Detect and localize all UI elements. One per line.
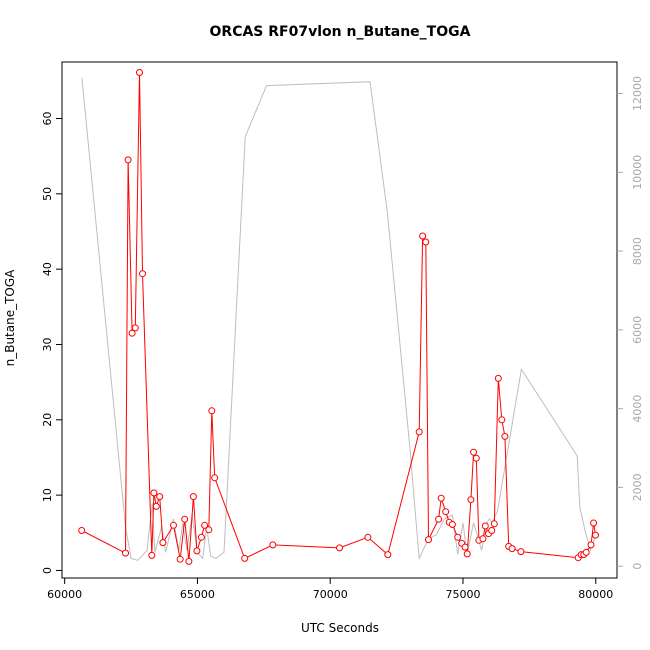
data-point <box>467 496 475 504</box>
x-tick-label: 60000 <box>47 588 82 601</box>
data-point <box>419 232 427 240</box>
data-point <box>197 533 205 541</box>
data-point <box>336 544 343 552</box>
data-point <box>185 557 193 565</box>
data-point <box>415 428 423 436</box>
data-point <box>193 547 201 555</box>
data-point <box>479 535 487 543</box>
x-tick-label: 75000 <box>445 588 480 601</box>
y2-tick-label: 0 <box>631 563 644 570</box>
chart-title: ORCAS RF07vlon n_Butane_TOGA <box>210 24 471 40</box>
data-point <box>122 549 129 557</box>
data-point <box>582 548 590 556</box>
y2-tick-label: 2000 <box>631 473 644 501</box>
y-axis-right: 0 2000 4000 6000 8000 10000 12000 <box>617 76 644 570</box>
data-point <box>159 539 167 547</box>
data-point <box>148 551 156 559</box>
x-tick-label: 65000 <box>180 588 215 601</box>
data-point <box>494 374 502 382</box>
data-point <box>150 489 158 497</box>
plot-frame <box>61 61 618 579</box>
series-line <box>81 72 596 562</box>
data-point <box>592 531 599 539</box>
y-tick-label: 10 <box>41 488 54 502</box>
data-point <box>128 329 136 337</box>
x-axis: 60000 65000 70000 75000 80000 <box>47 578 613 601</box>
data-point <box>590 519 598 527</box>
data-point <box>124 156 132 164</box>
data-point <box>498 416 506 424</box>
data-point <box>488 527 496 534</box>
data-point <box>201 521 209 529</box>
data-point <box>131 324 139 332</box>
y-axis: 0 10 20 30 40 50 60 <box>41 111 62 574</box>
secondary-series-line <box>81 77 597 561</box>
data-point <box>448 521 456 528</box>
data-point <box>422 238 430 246</box>
y-tick-label: 30 <box>41 337 54 351</box>
data-point <box>517 548 525 556</box>
y2-tick-label: 8000 <box>631 237 644 265</box>
data-point <box>189 493 197 501</box>
data-point <box>156 493 164 501</box>
y-tick-label: 0 <box>41 567 54 574</box>
y2-tick-label: 12000 <box>631 76 644 111</box>
data-point <box>463 550 471 558</box>
y2-tick-label: 6000 <box>631 316 644 344</box>
data-point <box>454 533 462 541</box>
data-point <box>364 533 372 541</box>
x-axis-label: UTC Seconds <box>301 621 379 635</box>
data-point <box>437 494 445 502</box>
y-axis-label: n_Butane_TOGA <box>3 269 17 367</box>
data-point <box>269 541 277 549</box>
data-point <box>470 448 478 456</box>
x-tick-label: 80000 <box>578 588 613 601</box>
y-tick-label: 40 <box>41 262 54 276</box>
data-point <box>176 555 184 563</box>
data-point <box>78 527 86 534</box>
y2-tick-label: 4000 <box>631 395 644 423</box>
y2-tick-label: 10000 <box>631 155 644 190</box>
data-point <box>241 554 249 562</box>
data-point <box>490 520 498 528</box>
data-point <box>508 545 516 553</box>
data-point <box>181 515 189 523</box>
data-point <box>425 536 432 544</box>
data-point <box>136 69 143 76</box>
y-tick-label: 20 <box>41 413 54 427</box>
data-point <box>481 522 489 530</box>
data-point <box>587 541 595 549</box>
data-point <box>472 454 480 462</box>
data-point <box>384 551 392 559</box>
data-point <box>211 474 219 482</box>
data-point <box>442 508 450 516</box>
series-layer <box>78 69 599 565</box>
data-point <box>501 432 509 440</box>
data-point <box>139 270 146 278</box>
data-point <box>461 543 469 551</box>
y-tick-label: 60 <box>41 111 54 125</box>
data-point <box>208 407 216 415</box>
x-tick-label: 70000 <box>313 588 348 601</box>
data-point <box>205 526 213 534</box>
data-point <box>435 515 443 523</box>
data-point <box>152 502 160 510</box>
data-point <box>170 521 177 529</box>
y-tick-label: 50 <box>41 187 54 201</box>
